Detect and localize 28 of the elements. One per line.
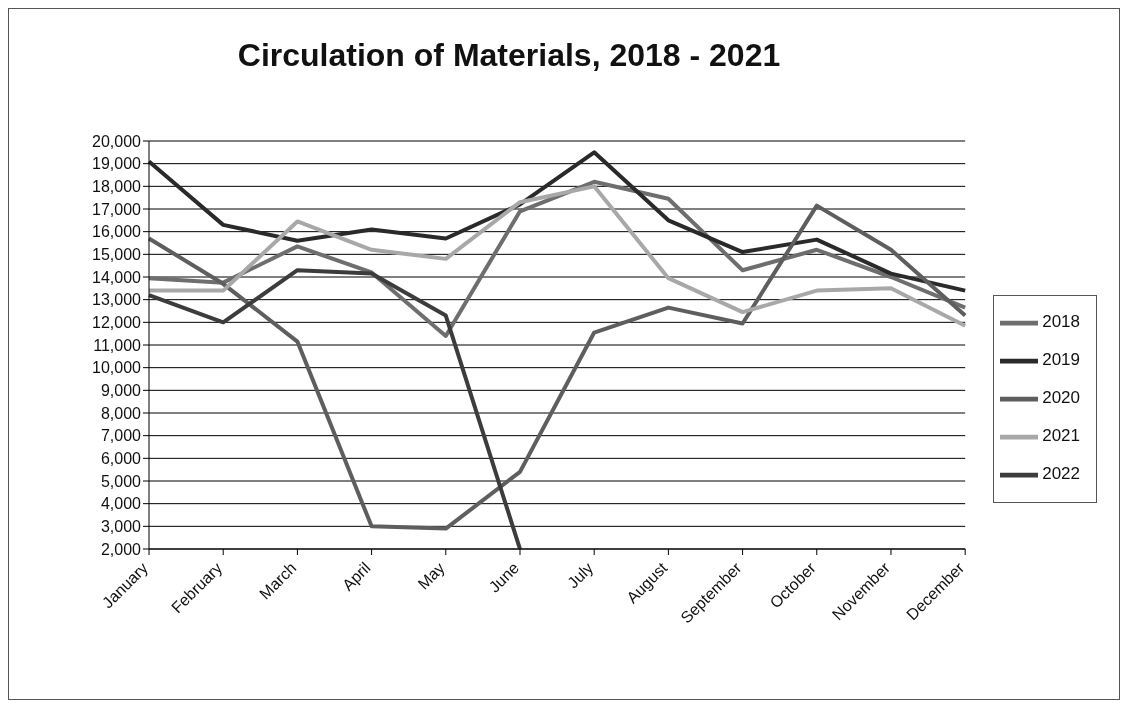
y-tick-label: 2,000 (100, 540, 142, 558)
y-tick-label: 17,000 (92, 200, 142, 218)
y-tick-label: 16,000 (92, 223, 142, 241)
y-tick-label: 8,000 (100, 404, 142, 422)
y-tick-label: 18,000 (92, 178, 142, 196)
legend-label: 2021 (1042, 426, 1080, 446)
y-tick-label: 15,000 (92, 246, 142, 264)
y-tick-label: 3,000 (100, 518, 142, 536)
y-tick-label: 5,000 (100, 472, 142, 490)
y-tick-label: 10,000 (92, 359, 142, 377)
legend-label: 2022 (1042, 464, 1080, 484)
x-tick-label: May (414, 559, 448, 593)
y-tick-label: 14,000 (92, 268, 142, 286)
y-tick-label: 7,000 (100, 427, 142, 445)
legend-label: 2018 (1042, 312, 1080, 332)
y-tick-label: 6,000 (100, 450, 142, 468)
y-tick-label: 9,000 (100, 382, 142, 400)
line-series (147, 268, 522, 549)
y-tick-label: 4,000 (100, 495, 142, 513)
y-tick-label: 13,000 (92, 291, 142, 309)
legend-label: 2020 (1042, 388, 1080, 408)
chart-title: Circulation of Materials, 2018 - 2021 (236, 37, 782, 74)
y-tick-label: 11,000 (93, 336, 142, 354)
y-tick-label: 19,000 (92, 155, 142, 173)
y-tick-label: 20,000 (92, 132, 142, 150)
x-tick-label: July (564, 559, 597, 592)
y-tick-label: 12,000 (92, 314, 142, 332)
legend-label: 2019 (1042, 350, 1080, 370)
